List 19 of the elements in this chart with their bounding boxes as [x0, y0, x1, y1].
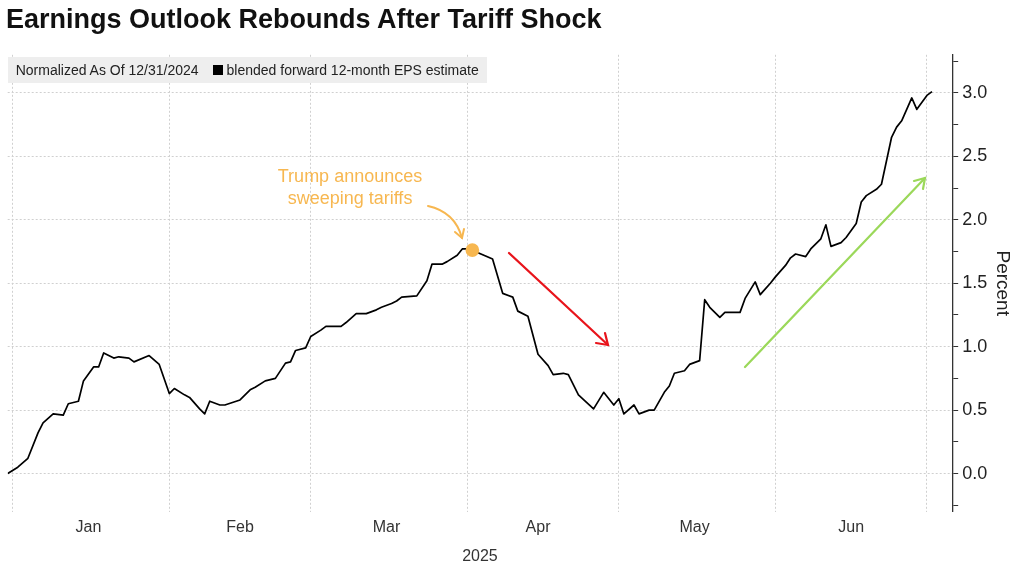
x-tick-label: Mar — [372, 517, 401, 535]
x-tick-label: Feb — [226, 517, 254, 535]
legend-title: Normalized As Of 12/31/2024 — [15, 61, 199, 78]
annotation: Trump announces sweeping tariffs — [277, 165, 423, 208]
x-tick-label: Apr — [525, 517, 552, 535]
legend-label: blended forward 12-month EPS estimate — [226, 61, 479, 78]
x-tick-label: May — [679, 517, 710, 535]
chart-title: Earnings Outlook Rebounds After Tariff Shock — [6, 4, 602, 35]
y-tick-label: 0.5 — [962, 399, 988, 420]
y-tick-label: 1.5 — [962, 272, 988, 293]
y-tick-label: 2.0 — [962, 208, 988, 229]
y-tick-label: 2.5 — [962, 145, 988, 166]
x-tick-label: Jun — [838, 517, 865, 535]
y-axis-title: Percent — [993, 250, 1015, 317]
y-tick-label: 3.0 — [962, 81, 988, 102]
y-tick-label: 0.0 — [962, 462, 988, 483]
x-axis-title: 2025 — [462, 546, 498, 564]
y-tick-label: 1.0 — [962, 335, 988, 356]
x-tick-label: Jan — [75, 517, 102, 535]
